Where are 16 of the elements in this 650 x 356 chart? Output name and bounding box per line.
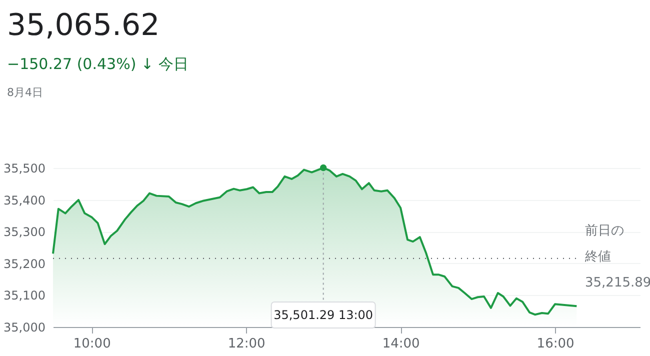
x-tick-label: 10:00 — [73, 336, 111, 352]
y-tick-label: 35,300 — [4, 225, 46, 240]
y-tick-label: 35,100 — [4, 288, 46, 303]
chart-subtitle: −150.27 (0.43%) ↓ 今日 — [7, 55, 188, 73]
annotation: 35,215.89 — [585, 275, 650, 290]
text: 8月4日 — [7, 86, 43, 99]
y-tick-label: 35,200 — [4, 256, 46, 271]
x-tick-label: 14:00 — [382, 336, 420, 352]
ref-line-label: 前日の終値 — [584, 223, 624, 264]
x-tick-label: 12:00 — [228, 336, 266, 352]
annotation: 35,501.29 13:00 — [274, 308, 374, 322]
chart-title: 35,065.62 — [7, 8, 160, 43]
y-tick-label: 35,400 — [4, 193, 46, 208]
y-tick-label: 35,000 — [4, 320, 46, 334]
y-tick-label: 35,500 — [4, 162, 46, 176]
x-tick-label: 16:00 — [536, 336, 574, 352]
